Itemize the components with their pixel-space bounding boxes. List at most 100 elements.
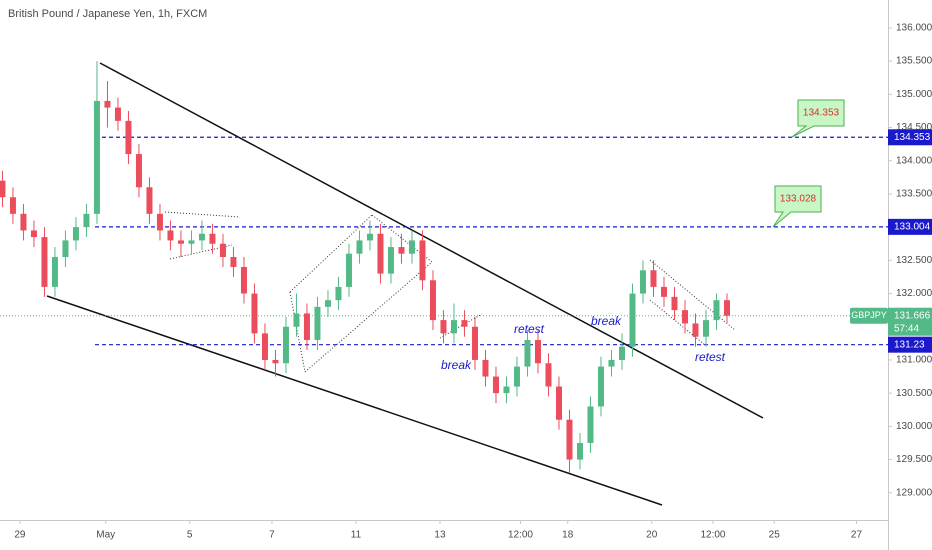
- candle-body: [597, 366, 604, 407]
- trend-line: [99, 62, 764, 419]
- callout-box: [772, 185, 822, 228]
- annotation: retest: [695, 350, 726, 364]
- annotation: break: [591, 314, 622, 328]
- candle-body: [335, 286, 342, 301]
- x-tick-label: 13: [434, 530, 446, 541]
- candle-body: [177, 240, 184, 244]
- candle-body: [618, 346, 625, 360]
- countdown-label: 57:44: [894, 323, 919, 334]
- candle-body: [377, 233, 384, 274]
- pattern-line: [164, 211, 241, 218]
- y-tick-label: 135.000: [896, 89, 932, 100]
- candle-body: [576, 442, 583, 460]
- candle-body: [104, 100, 111, 108]
- candle-body: [188, 240, 195, 244]
- y-tick-label: 132.000: [896, 288, 932, 299]
- candle-body: [366, 233, 373, 241]
- plot: break retest break retest 134.353 133.028: [0, 61, 888, 473]
- y-tick-label: 134.500: [896, 122, 932, 133]
- candle-body: [114, 107, 121, 121]
- candle-body: [146, 187, 153, 214]
- y-tick-label: 133.500: [896, 189, 932, 200]
- candle-body: [639, 270, 646, 294]
- y-tick-label: 134.000: [896, 155, 932, 166]
- candle-body: [303, 313, 310, 341]
- symbol-label: GBPJPY: [851, 310, 887, 320]
- x-tick-label: 20: [646, 530, 658, 541]
- candle-body: [534, 340, 541, 364]
- chart-title: British Pound / Japanese Yen, 1h, FXCM: [8, 8, 207, 20]
- candle-body: [135, 154, 142, 188]
- last-price-box: [888, 307, 932, 336]
- drawings: [46, 62, 764, 506]
- candle-body: [408, 240, 415, 254]
- y-tick-label: 132.500: [896, 255, 932, 266]
- candle-body: [93, 100, 100, 214]
- candle-body: [261, 333, 268, 360]
- candle-body: [72, 227, 79, 241]
- candle-body: [198, 233, 205, 241]
- level-axis-box: [888, 129, 932, 146]
- level-axis-label: 133.004: [894, 222, 931, 233]
- pattern-line: [289, 214, 373, 293]
- x-tick-label: 29: [14, 530, 26, 541]
- y-tick-label: 129.000: [896, 487, 932, 498]
- callout-label: 134.353: [803, 108, 840, 119]
- candle-body: [440, 320, 447, 334]
- x-tick-label: 12:00: [700, 530, 725, 541]
- candle-body: [566, 419, 573, 460]
- x-tick-label: 5: [187, 530, 193, 541]
- level-axis-box: [888, 336, 932, 353]
- candle-body: [429, 280, 436, 321]
- candle-body: [314, 306, 321, 341]
- x-tick-label: May: [96, 530, 115, 541]
- candle-body: [282, 326, 289, 364]
- candle-body: [555, 386, 562, 420]
- candle-body: [51, 257, 58, 287]
- y-tick-label: 130.500: [896, 388, 932, 399]
- candle-body: [681, 310, 688, 324]
- candle-body: [219, 243, 226, 258]
- candle-body: [713, 300, 720, 321]
- candle-body: [30, 230, 37, 238]
- annotation: break: [441, 358, 472, 372]
- annotation: retest: [514, 322, 545, 336]
- trend-line: [46, 295, 663, 506]
- candle-body: [587, 406, 594, 443]
- candle-body: [650, 270, 657, 287]
- candle-body: [230, 257, 237, 267]
- candle-body: [356, 240, 363, 254]
- candle-body: [324, 300, 331, 307]
- y-tick-label: 131.000: [896, 355, 932, 366]
- x-tick-label: 25: [769, 530, 781, 541]
- x-tick-label: 12:00: [508, 530, 533, 541]
- candle-body: [524, 340, 531, 367]
- candle-body: [471, 326, 478, 360]
- candle-body: [9, 197, 16, 214]
- candle-body: [513, 366, 520, 387]
- last-price-label: 131.666: [894, 310, 931, 321]
- callout-label: 133.028: [780, 194, 817, 205]
- candle-body: [83, 213, 90, 228]
- candle-body: [272, 359, 279, 364]
- level-axis-label: 131.23: [894, 339, 925, 350]
- y-tick-label: 136.000: [896, 23, 932, 34]
- y-tick-label: 135.500: [896, 56, 932, 67]
- symbol-box: [850, 307, 888, 324]
- candle-body: [167, 230, 174, 241]
- x-tick-label: 27: [851, 530, 863, 541]
- candle-body: [125, 120, 132, 155]
- candle-body: [62, 240, 69, 258]
- pattern-line: [304, 261, 433, 373]
- candle-body: [419, 240, 426, 281]
- candle-body: [240, 266, 247, 294]
- candle-body: [450, 320, 457, 334]
- callout-box: [791, 99, 845, 138]
- y-tick-label: 130.000: [896, 421, 932, 432]
- candle-body: [41, 237, 48, 287]
- candle-body: [723, 300, 730, 316]
- candle-body: [545, 363, 552, 387]
- candle-body: [0, 180, 6, 198]
